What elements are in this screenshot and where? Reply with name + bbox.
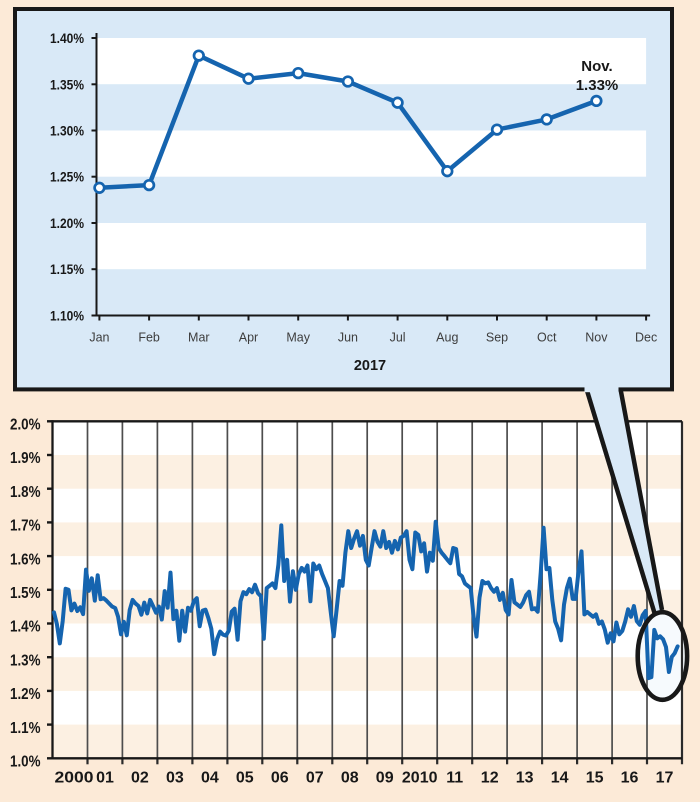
- svg-text:2010: 2010: [402, 770, 438, 787]
- svg-text:Jun: Jun: [338, 331, 358, 345]
- svg-text:17: 17: [656, 770, 674, 787]
- svg-text:1.4%: 1.4%: [10, 619, 41, 636]
- svg-text:Feb: Feb: [138, 331, 160, 345]
- svg-text:2017: 2017: [354, 358, 386, 374]
- svg-text:06: 06: [271, 770, 289, 787]
- svg-text:05: 05: [236, 770, 254, 787]
- svg-text:1.30%: 1.30%: [50, 123, 84, 139]
- svg-text:1.35%: 1.35%: [50, 76, 84, 92]
- svg-text:Dec: Dec: [635, 331, 657, 345]
- svg-text:1.0%: 1.0%: [10, 754, 41, 771]
- svg-text:1.10%: 1.10%: [50, 308, 84, 324]
- svg-text:01: 01: [96, 770, 114, 787]
- svg-text:May: May: [286, 331, 310, 345]
- svg-text:Nov.: Nov.: [581, 58, 612, 75]
- svg-text:Oct: Oct: [537, 331, 557, 345]
- svg-text:1.3%: 1.3%: [10, 652, 41, 669]
- svg-text:Apr: Apr: [239, 331, 258, 345]
- svg-text:08: 08: [341, 770, 359, 787]
- svg-text:Aug: Aug: [436, 331, 458, 345]
- svg-text:1.40%: 1.40%: [50, 30, 84, 46]
- svg-text:Sep: Sep: [486, 331, 508, 345]
- svg-text:Jan: Jan: [89, 331, 109, 345]
- svg-text:1.9%: 1.9%: [10, 450, 41, 467]
- svg-text:16: 16: [621, 770, 639, 787]
- svg-text:2.0%: 2.0%: [10, 417, 41, 434]
- svg-text:1.20%: 1.20%: [50, 215, 84, 231]
- svg-text:1.8%: 1.8%: [10, 484, 41, 501]
- svg-text:04: 04: [201, 770, 219, 787]
- svg-text:1.25%: 1.25%: [50, 169, 84, 185]
- svg-text:1.5%: 1.5%: [10, 585, 41, 602]
- svg-text:12: 12: [481, 770, 499, 787]
- svg-text:11: 11: [446, 770, 463, 787]
- svg-text:02: 02: [131, 770, 149, 787]
- svg-text:1.7%: 1.7%: [10, 518, 41, 535]
- svg-text:09: 09: [376, 770, 394, 787]
- svg-text:Jul: Jul: [390, 331, 406, 345]
- svg-text:15: 15: [586, 770, 604, 787]
- svg-text:2000: 2000: [55, 770, 94, 787]
- svg-text:1.33%: 1.33%: [576, 77, 619, 94]
- svg-text:Mar: Mar: [188, 331, 210, 345]
- svg-text:07: 07: [306, 770, 324, 787]
- svg-text:1.15%: 1.15%: [50, 261, 84, 277]
- svg-text:Nov: Nov: [585, 331, 608, 345]
- svg-text:1.1%: 1.1%: [10, 720, 41, 737]
- svg-text:1.6%: 1.6%: [10, 551, 41, 568]
- svg-text:1.2%: 1.2%: [10, 686, 41, 703]
- svg-text:13: 13: [516, 770, 534, 787]
- svg-text:03: 03: [166, 770, 184, 787]
- svg-text:14: 14: [551, 770, 569, 787]
